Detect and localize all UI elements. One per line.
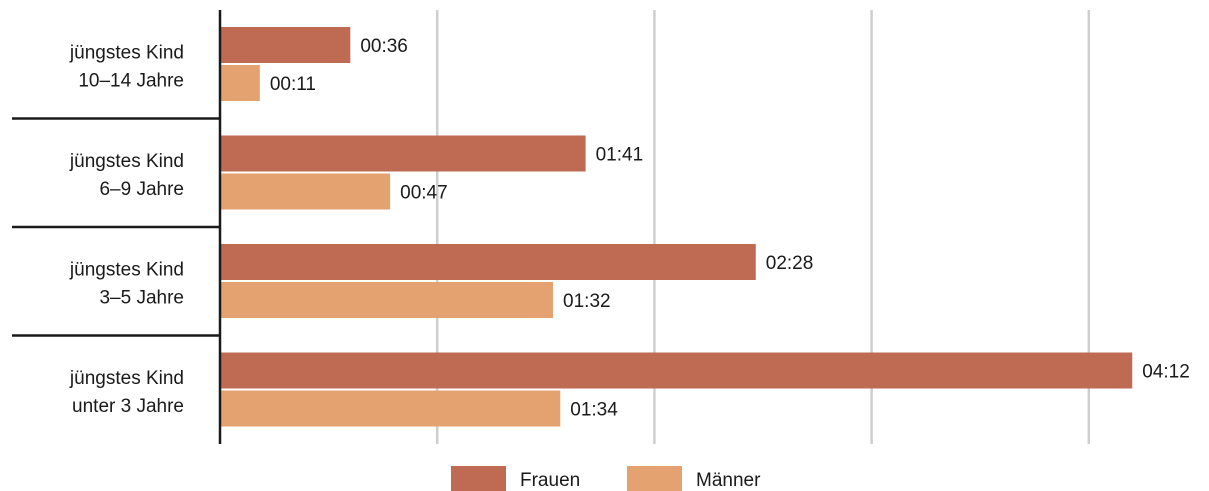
- data-label: 04:12: [1142, 362, 1190, 383]
- bar-frauen: [220, 244, 756, 280]
- legend-label: Frauen: [520, 470, 580, 491]
- category-label: 10–14 Jahre: [78, 70, 184, 91]
- bar-maenner: [220, 65, 260, 101]
- category-label: 3–5 Jahre: [99, 287, 184, 308]
- bar-maenner: [220, 282, 554, 318]
- data-label: 01:34: [570, 400, 618, 421]
- data-label: 00:11: [270, 74, 316, 95]
- bar-maenner: [220, 390, 561, 427]
- data-label: 01:32: [563, 291, 611, 312]
- legend-swatch: [627, 466, 682, 491]
- bar-maenner: [220, 173, 391, 210]
- data-label: 01:41: [596, 145, 644, 166]
- bars: [220, 27, 1133, 427]
- data-label: 00:36: [360, 36, 408, 57]
- bar-frauen: [220, 352, 1133, 389]
- category-label: 6–9 Jahre: [99, 179, 184, 200]
- y-axis: [12, 10, 222, 444]
- legend-label: Männer: [696, 470, 761, 491]
- legend-swatch: [451, 466, 506, 491]
- category-label: jüngstes Kind: [69, 368, 184, 389]
- legend: Frauen Männer: [451, 466, 761, 491]
- data-label: 00:47: [400, 183, 448, 204]
- data-label: 02:28: [766, 253, 814, 274]
- category-label: jüngstes Kind: [69, 42, 184, 63]
- value-labels: 00:36 00:11 01:41 00:47 02:28 01:32 04:12 01:34: [270, 36, 1190, 421]
- category-labels: jüngstes Kind 10–14 Jahre jüngstes Kind 6–9…: [69, 42, 184, 417]
- category-label: jüngstes Kind: [69, 259, 184, 280]
- bar-frauen: [220, 27, 351, 63]
- category-label: jüngstes Kind: [69, 151, 184, 172]
- bar-frauen: [220, 135, 586, 172]
- category-label: unter 3 Jahre: [72, 396, 184, 417]
